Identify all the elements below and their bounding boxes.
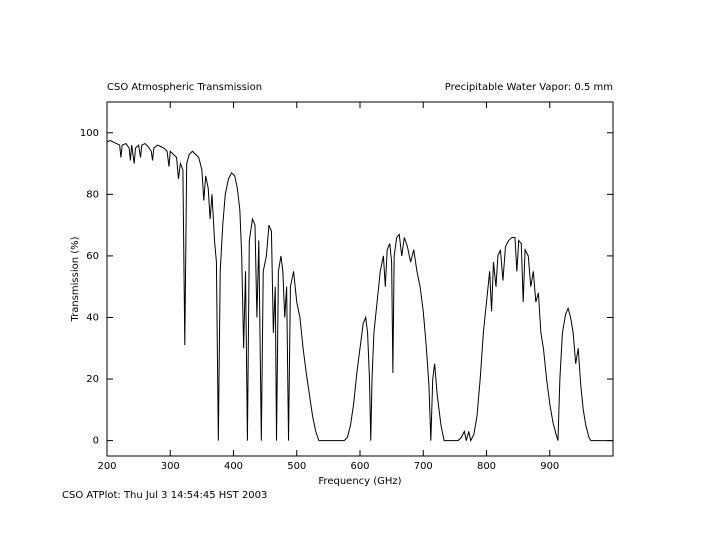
chart-title: CSO Atmospheric Transmission	[107, 82, 262, 93]
y-tick-label: 100	[80, 128, 99, 139]
x-axis-label: Frequency (GHz)	[318, 476, 401, 487]
footer: CSO ATPlot: Thu Jul 3 14:54:45 HST 2003	[62, 490, 267, 501]
y-tick-label: 40	[86, 312, 99, 323]
x-tick-label: 900	[540, 461, 559, 472]
x-tick-label: 800	[477, 461, 496, 472]
x-tick-label: 400	[224, 461, 243, 472]
y-tick-label: 60	[86, 251, 99, 262]
transmission-line	[106, 139, 613, 443]
y-axis-label: Transmission (%)	[70, 236, 81, 322]
x-tick-label: 300	[161, 461, 180, 472]
x-tick-label: 200	[97, 461, 116, 472]
y-tick-label: 80	[86, 189, 99, 200]
x-tick-label: 500	[287, 461, 306, 472]
x-tick-label: 600	[350, 461, 369, 472]
plot-frame	[106, 101, 614, 457]
chart-subtitle: Precipitable Water Vapor: 0.5 mm	[445, 82, 613, 93]
x-tick-label: 700	[414, 461, 433, 472]
y-tick-label: 0	[93, 436, 99, 447]
y-tick-label: 20	[86, 374, 99, 385]
